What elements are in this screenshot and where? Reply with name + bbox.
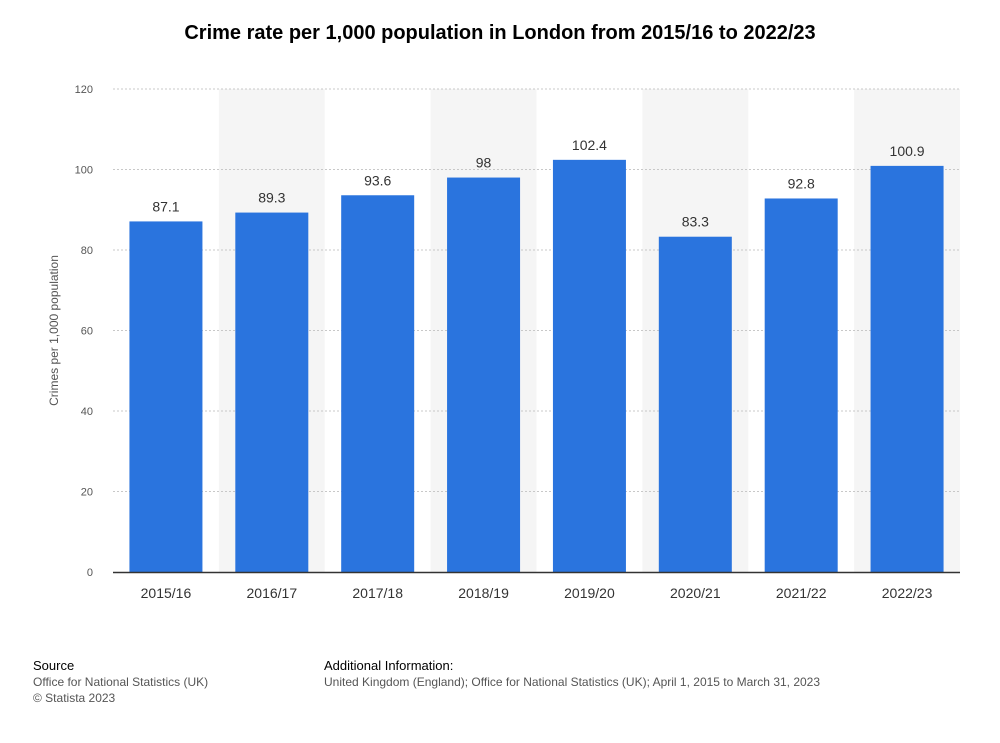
bar-chart: 0 20 40 60 80 100 120 87.1 2015/16 89.3 2016/17 93.… bbox=[47, 84, 960, 601]
data-label: 83.3 bbox=[682, 214, 709, 230]
x-tick-label: 2016/17 bbox=[247, 585, 298, 601]
y-tick-label: 40 bbox=[81, 406, 93, 418]
y-tick-label: 60 bbox=[81, 326, 93, 338]
bar-2018-19 bbox=[447, 177, 521, 573]
x-tick-label: 2022/23 bbox=[882, 585, 933, 601]
y-tick-label: 0 bbox=[87, 567, 93, 579]
source-block: Source Office for National Statistics (U… bbox=[33, 658, 208, 706]
data-label: 98 bbox=[476, 155, 492, 171]
x-tick-label: 2017/18 bbox=[352, 585, 403, 601]
x-tick-label: 2021/22 bbox=[776, 585, 827, 601]
bar-2019-20 bbox=[552, 159, 626, 572]
additional-info-text: United Kingdom (England); Office for Nat… bbox=[324, 675, 821, 689]
bar-2022-23 bbox=[870, 165, 944, 572]
bar-2021-22 bbox=[764, 198, 838, 573]
y-tick-label: 20 bbox=[81, 487, 93, 499]
source-heading: Source bbox=[33, 658, 75, 673]
y-tick-label: 120 bbox=[75, 84, 93, 96]
x-tick-label: 2020/21 bbox=[670, 585, 721, 601]
bar-2015-16 bbox=[129, 221, 203, 573]
y-tick-label: 80 bbox=[81, 245, 93, 257]
x-tick-label: 2015/16 bbox=[141, 585, 192, 601]
y-axis-title: Crimes per 1,000 population bbox=[47, 255, 61, 406]
bar-2017-18 bbox=[341, 195, 415, 572]
source-name[interactable]: Office for National Statistics (UK) bbox=[33, 675, 209, 689]
data-label: 102.4 bbox=[572, 137, 607, 153]
additional-info-block: Additional Information: United Kingdom (… bbox=[324, 658, 820, 690]
additional-info-heading: Additional Information: bbox=[324, 658, 454, 673]
bar-2020-21 bbox=[658, 236, 732, 572]
x-tick-label: 2018/19 bbox=[458, 585, 509, 601]
bar-2016-17 bbox=[235, 212, 309, 572]
x-tick-label: 2019/20 bbox=[564, 585, 615, 601]
data-label: 89.3 bbox=[258, 190, 285, 206]
data-label: 100.9 bbox=[890, 143, 925, 159]
data-label: 92.8 bbox=[788, 175, 815, 191]
data-label: 93.6 bbox=[364, 172, 391, 188]
copyright: © Statista 2023 bbox=[33, 691, 116, 705]
y-tick-label: 100 bbox=[75, 165, 93, 177]
chart-title: Crime rate per 1,000 population in Londo… bbox=[184, 22, 816, 44]
data-label: 87.1 bbox=[152, 198, 179, 214]
